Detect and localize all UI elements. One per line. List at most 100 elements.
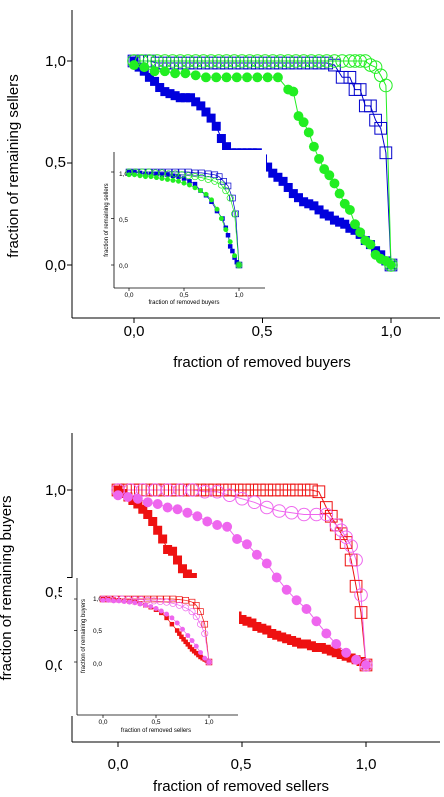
panel-1-inset-series-0-point-21 [230, 248, 235, 254]
panel-2-series-2-point-25 [361, 660, 371, 670]
panel-2-xlabel: fraction of removed sellers [153, 778, 329, 795]
panel-2-series-1-point-32 [339, 536, 353, 549]
panel-1-inset-xtick-2: 1,0 [234, 292, 243, 299]
panel-1-series-2-point-24 [329, 178, 340, 189]
panel-2-series-1-point-34 [349, 579, 363, 593]
panel-2-inset-ylabel: fraction of remaining buyers [81, 599, 87, 673]
panel-1-series-0-point-10 [180, 93, 190, 103]
panel-1-series-0-point-16 [211, 121, 221, 131]
panel-1-series-1-point-27 [335, 70, 349, 84]
panel-2-series-2-point-4 [152, 499, 163, 509]
panel-1-inset-series-0-point-19 [225, 232, 231, 238]
panel-1-inset-series-0-point-5 [154, 171, 159, 177]
panel-1-series-0-point-15 [206, 113, 216, 123]
panel-2-series-1-point-4 [141, 483, 155, 497]
panel-1-inset-ytick-0: 0,0 [119, 263, 128, 270]
panel-1-inset-series-0-point-2 [137, 170, 143, 176]
panel-1-inset-series-2-point-10 [181, 180, 187, 186]
panel-1-inset-ytick-1: 0,5 [119, 217, 128, 224]
panel-2-series-0-point-11 [168, 546, 178, 556]
panel-2-series-1-point-17 [238, 483, 251, 497]
panel-1-series-0-point-8 [170, 91, 180, 101]
panel-1-inset-series-2-point-4 [148, 174, 154, 180]
panel-1-xlabel: fraction of removed buyers [173, 354, 351, 371]
panel-1-series-2-point-31 [365, 239, 376, 250]
panel-1-series-2-point-13 [262, 72, 273, 83]
panel-2-series-1-point-31 [334, 527, 348, 541]
panel-2-series-2-point-8 [192, 511, 203, 522]
panel-2-series-2-point-17 [281, 584, 292, 595]
panel-1-inset-series-2-point-9 [176, 178, 181, 184]
panel-1-inset-series-1-point-16 [224, 182, 232, 190]
panel-1-series-0-point-28 [273, 172, 283, 182]
panel-1-series-3-point-8 [188, 54, 203, 68]
panel-1-inset-series-2-point-14 [203, 191, 209, 197]
panel-2-series-1-point-27 [312, 485, 326, 499]
panel-2-inset-series-0-point-19 [185, 642, 191, 647]
panel-1-inset-series-0-point-0 [126, 169, 132, 175]
panel-1-inset-xlabel: fraction of removed buyers [148, 300, 219, 306]
panel-1-inset-series-1-point-14 [215, 173, 223, 180]
panel-2-series-2-point-19 [301, 604, 312, 614]
panel-1-series-3-point-21 [289, 54, 303, 68]
panel-2-inset-series-2-point-14 [174, 620, 180, 626]
panel-1-series-2-point-6 [190, 70, 201, 81]
panel-2-inset-series-2-line [103, 599, 210, 663]
panel-2-inset: 0,0 0,5 1,0 0,0 0,5 1,0 fraction of remo… [62, 578, 239, 734]
panel-1-inset-series-2-point-8 [170, 177, 176, 183]
panel-1-series-0-point-43 [350, 225, 360, 235]
panel-1-series-0-point-40 [335, 217, 345, 227]
panel-2-inset-series-3-point-12 [175, 601, 183, 609]
panel-1-inset-series-2-point-12 [192, 185, 198, 191]
panel-1-inset-series-0-point-20 [227, 244, 233, 249]
panel-1-series-0-point-30 [283, 182, 293, 192]
panel-1-series-0-point-27 [268, 168, 278, 178]
panel-1-series-0-point-42 [345, 223, 355, 233]
panel-2-inset-series-0-point-16 [179, 634, 184, 640]
panel-1-inset-series-0-point-8 [170, 173, 176, 178]
panel-1-series-1-point-28 [343, 70, 357, 84]
panel-1-series-0-point-41 [340, 219, 350, 229]
panel-2-inset-series-2-point-0 [100, 597, 106, 603]
panel-1-inset-series-3-point-16 [226, 194, 234, 202]
panel-2-ylabel: fraction of remaining buyers [0, 495, 15, 680]
panel-1-series-3-point-23 [304, 54, 319, 68]
panel-1-series-2-point-3 [159, 66, 170, 77]
panel-2-inset-series-0-point-18 [183, 639, 188, 645]
panel-1-inset-series-0-point-11 [187, 179, 192, 184]
panel-2-inset-series-2-point-9 [148, 604, 154, 610]
panel-2-series-0-point-4 [133, 499, 143, 509]
panel-1-series-2-point-23 [324, 170, 335, 181]
panel-1-inset-series-0-point-1 [132, 169, 137, 175]
panel-1-inset-xtick-1: 0,5 [179, 292, 188, 299]
panel-2-series-1-point-12 [200, 483, 214, 497]
panel-1-series-3-point-10 [204, 54, 218, 68]
panel-2-series-1-point-16 [230, 483, 244, 497]
panel-1-series-3-point-7 [181, 54, 195, 68]
panel-1-inset-series-3-point-7 [171, 170, 179, 178]
panel-2-series-0-point-35 [287, 636, 297, 645]
panel-2-series-0-point-5 [138, 504, 148, 514]
panel-2-inset-series-2-point-16 [185, 633, 191, 639]
panel-1-series-2-point-4 [170, 68, 181, 79]
panel-2-series-2-point-11 [222, 521, 233, 532]
panel-2-inset-series-3-point-15 [192, 613, 200, 621]
panel-2-inset-xlabel: fraction of removed sellers [121, 728, 191, 734]
panel-1-series-3-point-16 [250, 54, 265, 68]
panel-1-inset-series-2-point-6 [159, 176, 165, 181]
panel-2-ytick-2: 1,0 [45, 482, 66, 499]
panel-1-inset-series-2-point-19 [227, 239, 233, 245]
panel-1-inset-series-2-point-20 [232, 253, 238, 259]
panel-1-series-3-point-22 [296, 54, 311, 68]
panel-2-series-3-point-9 [222, 488, 237, 503]
panel-2-series-1-point-28 [319, 501, 333, 514]
panel-2-inset-series-2-point-13 [169, 615, 175, 621]
panel-2-inset-ytick-1: 0,5 [93, 628, 102, 635]
panel-2-inset-series-1-point-10 [163, 595, 170, 603]
panel-1-series-0-point-13 [196, 101, 206, 111]
panel-1-series-2-point-7 [201, 72, 211, 83]
panel-2-inset-ytick-2: 1,0 [93, 596, 102, 603]
panel-1-ytick-1: 0,5 [45, 154, 66, 171]
panel-2-series-0-point-26 [242, 616, 252, 626]
